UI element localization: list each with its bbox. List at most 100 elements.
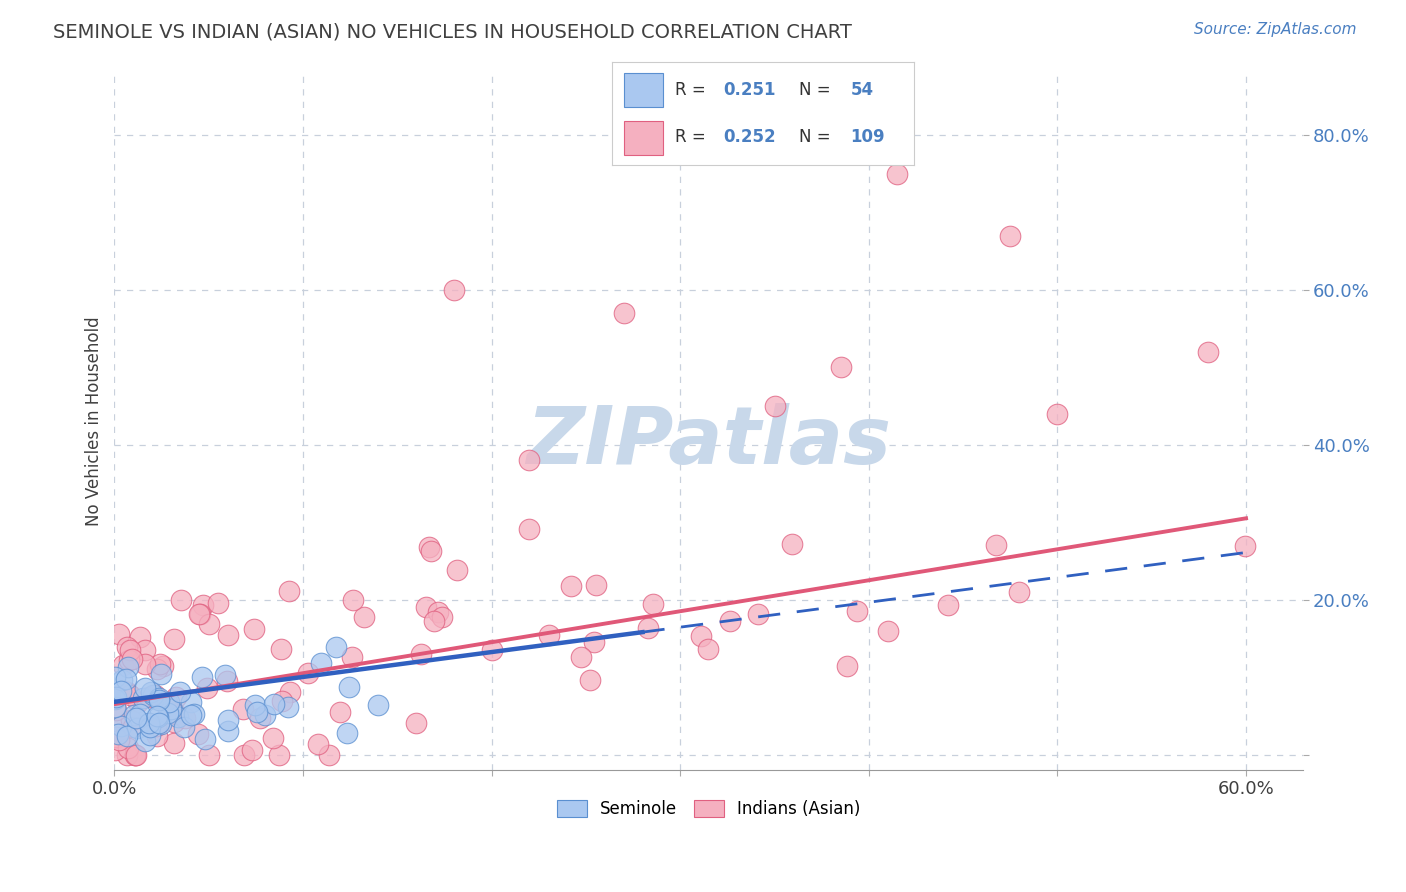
Point	[353, 610, 375, 624]
Point	[763, 399, 786, 413]
Point	[120, 714, 142, 728]
Point	[128, 630, 150, 644]
Point	[747, 607, 769, 622]
Point	[118, 643, 141, 657]
Point	[139, 720, 162, 734]
Point	[367, 698, 389, 713]
Point	[159, 702, 181, 716]
Point	[146, 662, 169, 676]
Point	[127, 721, 149, 735]
Point	[329, 705, 352, 719]
Point	[198, 616, 221, 631]
Point	[142, 688, 165, 702]
Point	[104, 670, 127, 684]
Point	[830, 360, 852, 375]
Point	[115, 672, 138, 686]
Point	[117, 685, 139, 699]
Point	[232, 701, 254, 715]
Point	[886, 167, 908, 181]
Point	[420, 543, 443, 558]
Text: 54: 54	[851, 81, 873, 99]
Point	[537, 628, 560, 642]
Point	[117, 660, 139, 674]
Point	[582, 635, 605, 649]
Point	[134, 642, 156, 657]
Point	[173, 711, 195, 725]
Point	[115, 747, 138, 762]
Point	[232, 747, 254, 762]
Point	[297, 665, 319, 680]
Point	[579, 673, 602, 688]
Point	[318, 747, 340, 762]
Point	[156, 706, 179, 721]
Point	[198, 747, 221, 762]
Text: Source: ZipAtlas.com: Source: ZipAtlas.com	[1194, 22, 1357, 37]
Point	[936, 598, 959, 612]
Point	[165, 706, 187, 721]
Point	[122, 720, 145, 734]
Point	[111, 657, 134, 672]
Point	[560, 579, 582, 593]
Point	[146, 708, 169, 723]
Point	[193, 731, 215, 746]
Point	[110, 684, 132, 698]
Text: R =: R =	[675, 81, 711, 99]
Point	[270, 693, 292, 707]
Point	[139, 684, 162, 698]
Text: R =: R =	[675, 128, 711, 146]
Point	[262, 731, 284, 745]
Point	[188, 607, 211, 622]
Point	[134, 734, 156, 748]
Point	[120, 689, 142, 703]
Point	[180, 708, 202, 723]
Point	[267, 747, 290, 762]
Bar	[624, 73, 664, 106]
Point	[134, 657, 156, 671]
Point	[780, 537, 803, 551]
Point	[720, 615, 742, 629]
Point	[148, 691, 170, 706]
Point	[169, 685, 191, 699]
Point	[108, 626, 131, 640]
Point	[180, 695, 202, 709]
Point	[139, 728, 162, 742]
Point	[325, 640, 347, 655]
Point	[134, 681, 156, 695]
Point	[277, 583, 299, 598]
Point	[422, 614, 444, 628]
Point	[217, 713, 239, 727]
Point	[613, 306, 636, 320]
Point	[254, 708, 277, 723]
Point	[243, 622, 266, 636]
Point	[104, 730, 127, 744]
Text: N =: N =	[799, 81, 837, 99]
Point	[340, 650, 363, 665]
Point	[183, 706, 205, 721]
Point	[104, 699, 127, 714]
Point	[153, 696, 176, 710]
Point	[1000, 228, 1022, 243]
Point	[128, 706, 150, 721]
Point	[125, 747, 148, 762]
Text: SEMINOLE VS INDIAN (ASIAN) NO VEHICLES IN HOUSEHOLD CORRELATION CHART: SEMINOLE VS INDIAN (ASIAN) NO VEHICLES I…	[53, 22, 852, 41]
Point	[132, 690, 155, 705]
Point	[1197, 344, 1219, 359]
Point	[280, 685, 302, 699]
Point	[415, 599, 437, 614]
Point	[188, 607, 211, 621]
Point	[157, 695, 180, 709]
Point	[122, 707, 145, 722]
Point	[517, 522, 540, 536]
Point	[481, 643, 503, 657]
Point	[162, 632, 184, 647]
Point	[150, 666, 173, 681]
Point	[104, 692, 127, 706]
Point	[443, 283, 465, 297]
Point	[517, 453, 540, 467]
Bar	[624, 121, 664, 155]
Point	[150, 716, 173, 731]
Point	[846, 604, 869, 618]
Point	[173, 720, 195, 734]
Point	[191, 599, 214, 613]
Point	[110, 719, 132, 733]
